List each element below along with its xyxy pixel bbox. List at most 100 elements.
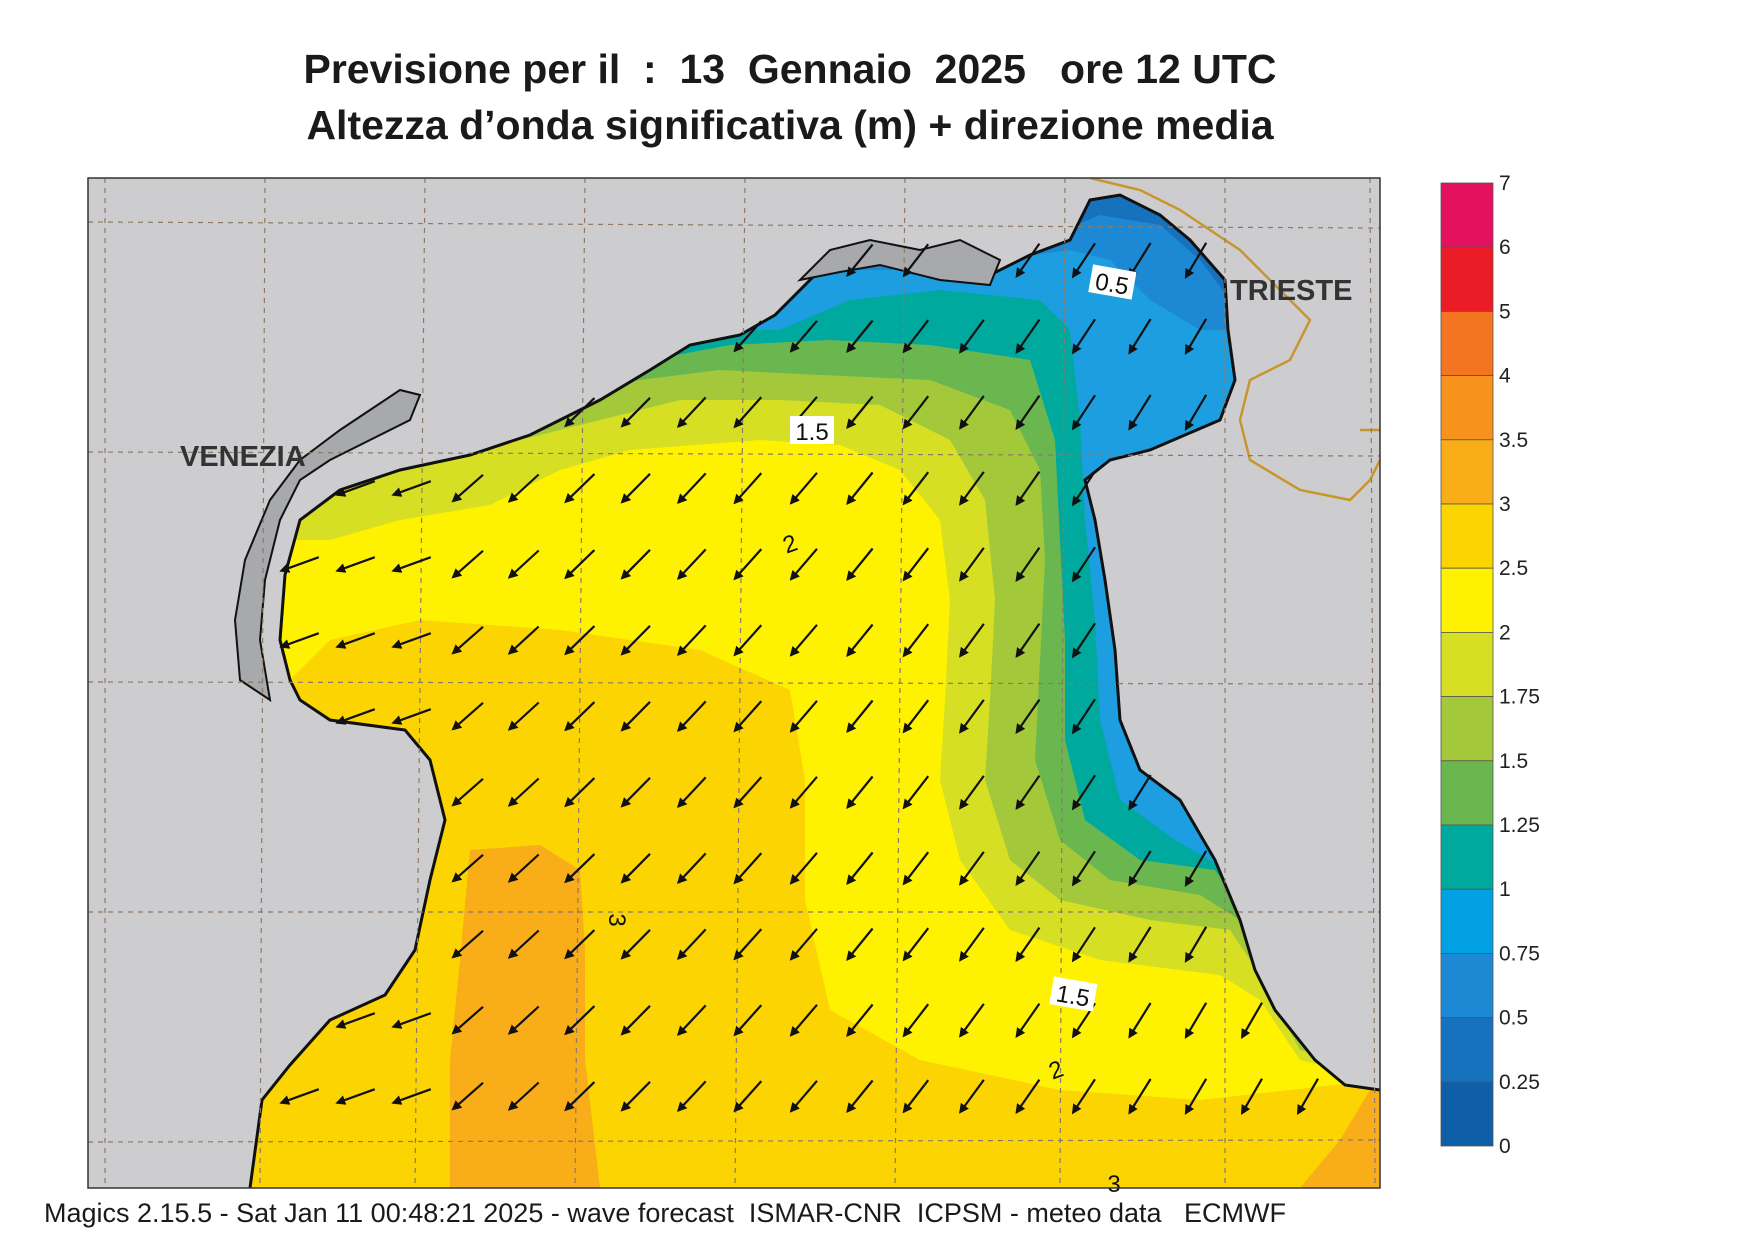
wave-direction-arrow	[959, 1003, 985, 1038]
legend-swatch	[1440, 310, 1494, 376]
wave-direction-arrow	[676, 852, 707, 885]
wave-direction-arrow	[1015, 850, 1041, 887]
wave-direction-arrow	[335, 708, 376, 725]
contour-labels: 0.5 1.5 2 3 1.5 2	[603, 264, 1137, 1085]
wave-direction-arrow	[902, 319, 930, 354]
wave-direction-arrow	[846, 851, 874, 886]
wave-direction-arrow	[507, 929, 540, 959]
wave-direction-arrow	[1241, 1002, 1263, 1040]
wave-direction-arrow	[902, 471, 930, 506]
legend-tick-label: 3	[1499, 493, 1511, 516]
legend-tick-label: 3.5	[1499, 429, 1528, 452]
wave-direction-arrow	[902, 927, 930, 962]
wave-direction-arrow	[1128, 394, 1152, 431]
wave-direction-arrow	[846, 927, 874, 962]
wave-direction-arrow	[1184, 1002, 1208, 1039]
wave-direction-arrow	[1071, 318, 1096, 355]
city-label-trieste: TRIESTE	[1230, 275, 1352, 307]
wave-direction-arrow	[1071, 1078, 1096, 1115]
border-line	[1089, 178, 1380, 502]
wave-direction-arrow	[959, 623, 985, 658]
wave-direction-arrow	[1128, 774, 1152, 811]
wave-direction-arrow	[846, 547, 874, 582]
wave-direction-arrow	[1184, 394, 1208, 431]
wave-direction-arrow	[564, 929, 596, 960]
wave-direction-arrow	[1184, 850, 1208, 887]
wave-direction-arrow	[733, 1080, 763, 1113]
wave-direction-arrow	[564, 473, 596, 504]
wave-direction-arrow	[676, 928, 707, 961]
wave-direction-arrow	[902, 775, 930, 810]
wave-direction-arrow	[335, 556, 376, 573]
wave-direction-arrow	[846, 471, 874, 506]
wave-direction-arrow	[279, 556, 320, 573]
wave-direction-arrow	[733, 548, 763, 581]
wave-direction-arrow	[959, 1079, 985, 1114]
wave-direction-arrow	[902, 547, 930, 582]
wave-direction-arrow	[846, 319, 874, 354]
wave-direction-arrow	[959, 471, 985, 506]
wave-direction-arrow	[620, 625, 651, 656]
wave-direction-arrow	[1071, 470, 1096, 507]
wave-direction-arrow	[1015, 622, 1041, 659]
wave-direction-arrow	[959, 775, 985, 810]
wave-direction-arrow	[846, 699, 874, 734]
wave-direction-arrow	[507, 625, 540, 655]
legend-swatch	[1440, 439, 1494, 505]
wave-direction-arrow	[335, 632, 376, 649]
legend-swatch	[1440, 1017, 1494, 1083]
wave-direction-arrow	[676, 1080, 707, 1113]
wave-direction-arrow	[902, 395, 930, 430]
wave-direction-arrow	[564, 625, 596, 656]
legend-swatch	[1440, 696, 1494, 762]
wave-direction-arrow	[507, 853, 540, 883]
wave-direction-arrow	[789, 1080, 818, 1113]
wave-direction-arrow	[1071, 926, 1096, 963]
wave-direction-arrow	[1015, 926, 1041, 963]
wave-direction-arrow	[1297, 1078, 1319, 1116]
wave-direction-arrow	[451, 929, 484, 959]
wave-direction-arrow	[733, 852, 763, 885]
wave-direction-arrow	[1128, 926, 1152, 963]
wave-direction-arrow	[676, 624, 707, 657]
legend-tick-label: 0.75	[1499, 942, 1540, 965]
wave-direction-arrow	[620, 1005, 651, 1036]
wave-direction-arrow	[846, 243, 874, 278]
wave-direction-arrow	[1071, 774, 1096, 811]
wave-direction-arrow	[391, 708, 432, 725]
wave-direction-arrow	[676, 700, 707, 733]
wave-direction-arrow	[564, 1081, 596, 1112]
legend-tick-label: 5	[1499, 300, 1511, 323]
wave-direction-arrow	[733, 320, 763, 353]
wave-direction-arrow	[1071, 698, 1096, 735]
footer-credits: Magics 2.15.5 - Sat Jan 11 00:48:21 2025…	[44, 1198, 1286, 1228]
wave-direction-arrow	[1071, 394, 1096, 431]
wave-direction-arrow	[1071, 242, 1096, 279]
wave-direction-arrow	[451, 1081, 484, 1111]
wave-direction-arrow	[733, 928, 763, 961]
wave-direction-arrow	[846, 775, 874, 810]
wave-direction-arrow	[564, 549, 596, 580]
wave-direction-arrow	[451, 853, 484, 883]
wave-direction-arrow	[846, 623, 874, 658]
legend-tick-label: 0.5	[1499, 1007, 1528, 1030]
wave-direction-arrow	[676, 472, 707, 505]
wave-direction-arrow	[959, 851, 985, 886]
legend-tick-label: 7	[1499, 172, 1511, 195]
wave-direction-arrow	[391, 632, 432, 649]
legend-tick-label: 1.25	[1499, 814, 1540, 837]
legend-swatch	[1440, 503, 1494, 569]
contour-label-0.5: 0.5	[1093, 268, 1131, 300]
contour-label-1.5-south: 1.5	[1054, 980, 1092, 1012]
wave-direction-arrow	[507, 1005, 540, 1035]
legend-swatch	[1440, 632, 1494, 698]
wave-direction-arrow	[279, 632, 320, 649]
wave-direction-arrow	[676, 548, 707, 581]
wave-direction-arrow	[335, 480, 376, 497]
legend-swatch	[1440, 953, 1494, 1019]
wave-direction-arrow	[564, 701, 596, 732]
wave-direction-arrow	[733, 472, 763, 505]
wave-direction-arrow	[451, 1005, 484, 1035]
legend-tick-label: 6	[1499, 236, 1511, 259]
